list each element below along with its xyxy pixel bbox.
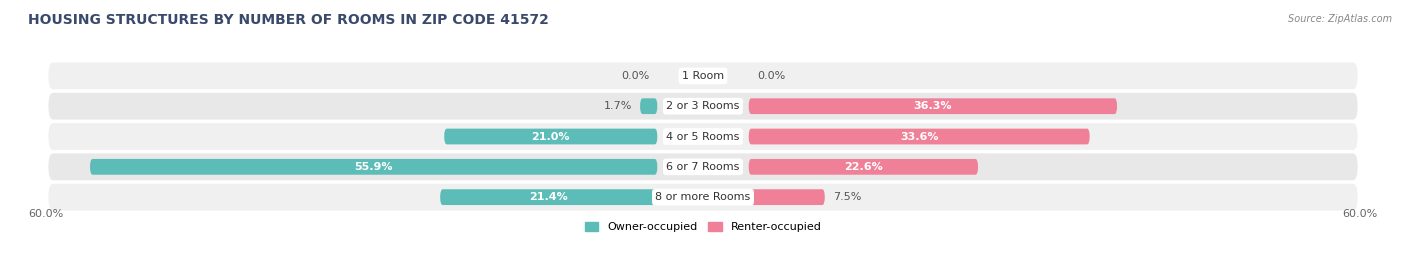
Text: 55.9%: 55.9% <box>354 162 392 172</box>
Text: 0.0%: 0.0% <box>756 71 785 81</box>
Text: 22.6%: 22.6% <box>844 162 883 172</box>
Text: 2 or 3 Rooms: 2 or 3 Rooms <box>666 101 740 111</box>
Text: 1.7%: 1.7% <box>603 101 631 111</box>
Text: 60.0%: 60.0% <box>28 209 63 219</box>
Text: 6 or 7 Rooms: 6 or 7 Rooms <box>666 162 740 172</box>
Text: 1 Room: 1 Room <box>682 71 724 81</box>
Text: 8 or more Rooms: 8 or more Rooms <box>655 192 751 202</box>
FancyBboxPatch shape <box>440 189 658 205</box>
FancyBboxPatch shape <box>48 93 1358 120</box>
FancyBboxPatch shape <box>48 184 1358 211</box>
FancyBboxPatch shape <box>748 129 1090 144</box>
FancyBboxPatch shape <box>748 159 979 175</box>
Text: 0.0%: 0.0% <box>621 71 650 81</box>
FancyBboxPatch shape <box>48 123 1358 150</box>
Text: HOUSING STRUCTURES BY NUMBER OF ROOMS IN ZIP CODE 41572: HOUSING STRUCTURES BY NUMBER OF ROOMS IN… <box>28 14 548 28</box>
Text: 7.5%: 7.5% <box>832 192 862 202</box>
Text: 21.0%: 21.0% <box>531 131 569 141</box>
FancyBboxPatch shape <box>444 129 658 144</box>
FancyBboxPatch shape <box>90 159 658 175</box>
FancyBboxPatch shape <box>748 189 825 205</box>
Legend: Owner-occupied, Renter-occupied: Owner-occupied, Renter-occupied <box>581 217 825 237</box>
Text: 60.0%: 60.0% <box>1343 209 1378 219</box>
Text: Source: ZipAtlas.com: Source: ZipAtlas.com <box>1288 14 1392 23</box>
FancyBboxPatch shape <box>748 98 1116 114</box>
Text: 36.3%: 36.3% <box>914 101 952 111</box>
Text: 33.6%: 33.6% <box>900 131 938 141</box>
Text: 21.4%: 21.4% <box>530 192 568 202</box>
FancyBboxPatch shape <box>48 153 1358 180</box>
FancyBboxPatch shape <box>48 62 1358 89</box>
Text: 4 or 5 Rooms: 4 or 5 Rooms <box>666 131 740 141</box>
FancyBboxPatch shape <box>640 98 658 114</box>
